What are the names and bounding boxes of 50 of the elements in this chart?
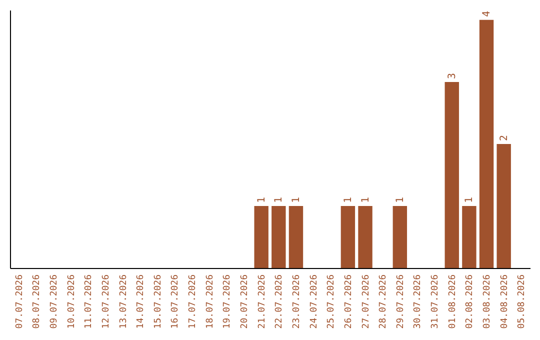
x-tick-label: 24.07.2026 [309, 274, 320, 329]
x-tick-label: 25.07.2026 [326, 274, 337, 329]
data-label: 1 [342, 196, 354, 203]
bar [358, 206, 372, 268]
x-tick-label: 08.07.2026 [32, 274, 42, 329]
bar [288, 206, 304, 268]
x-tick-label: 02.08.2026 [465, 274, 476, 329]
x-tick-label: 05.08.2026 [517, 274, 528, 329]
x-tick-label: 18.07.2026 [205, 274, 216, 329]
data-label: 1 [464, 196, 476, 203]
x-tick-label: 10.07.2026 [66, 274, 77, 329]
x-tick-label: 01.08.2026 [448, 274, 458, 329]
data-label: 1 [274, 196, 285, 203]
x-tick-label: 09.07.2026 [49, 274, 60, 329]
x-tick-label: 14.07.2026 [136, 274, 146, 329]
x-tick-label: 29.07.2026 [396, 274, 406, 329]
x-tick-label: 12.07.2026 [101, 274, 112, 329]
x-tick-label: 04.08.2026 [500, 274, 510, 329]
data-label: 1 [256, 196, 268, 203]
x-tick-label: 11.07.2026 [84, 274, 94, 329]
bar [479, 20, 494, 268]
bar [496, 144, 511, 268]
x-tick-label: 13.07.2026 [118, 274, 129, 329]
bar [254, 206, 268, 268]
x-tick-label: 20.07.2026 [240, 274, 250, 329]
data-label: 3 [446, 72, 458, 79]
x-tick-label: 23.07.2026 [292, 274, 302, 329]
bar [462, 206, 476, 268]
x-tick-label: 28.07.2026 [378, 274, 389, 329]
x-tick-label: 22.07.2026 [274, 274, 285, 329]
x-tick-label: 03.08.2026 [482, 274, 493, 329]
x-tick-label: 27.07.2026 [361, 274, 372, 329]
data-label: 1 [290, 196, 302, 203]
bar [272, 206, 286, 268]
x-tick-label: 17.07.2026 [188, 274, 198, 329]
x-tick-label: 19.07.2026 [222, 274, 233, 329]
bar [392, 206, 408, 268]
data-label: 4 [482, 10, 493, 17]
bar [340, 206, 356, 268]
x-tick-label: 07.07.2026 [14, 274, 25, 329]
x-tick-label: 16.07.2026 [170, 274, 181, 329]
data-label: 2 [498, 134, 510, 141]
bar [444, 82, 459, 268]
data-label: 1 [360, 196, 372, 203]
x-tick-label: 30.07.2026 [413, 274, 424, 329]
x-tick-label: 26.07.2026 [344, 274, 354, 329]
data-label: 1 [394, 196, 406, 203]
x-tick-label: 15.07.2026 [153, 274, 164, 329]
x-tick-label: 21.07.2026 [257, 274, 268, 329]
x-tick-label: 31.07.2026 [430, 274, 441, 329]
